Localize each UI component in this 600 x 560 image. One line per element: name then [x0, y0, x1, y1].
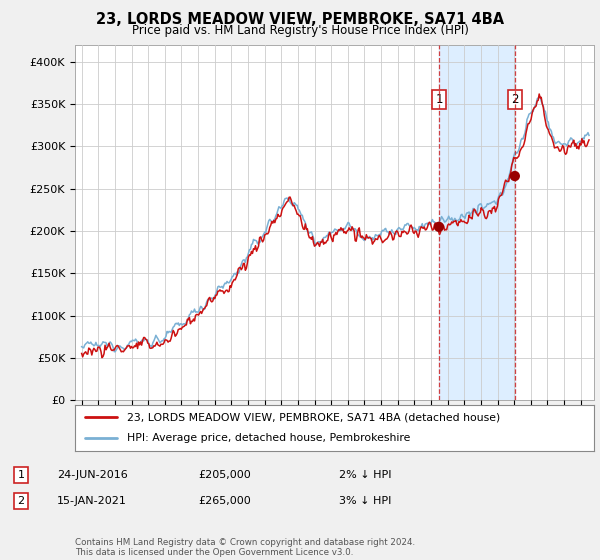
Text: 1: 1	[435, 94, 443, 106]
Text: Price paid vs. HM Land Registry's House Price Index (HPI): Price paid vs. HM Land Registry's House …	[131, 24, 469, 36]
Text: 23, LORDS MEADOW VIEW, PEMBROKE, SA71 4BA: 23, LORDS MEADOW VIEW, PEMBROKE, SA71 4B…	[96, 12, 504, 27]
Point	[510, 171, 520, 180]
Text: 24-JUN-2016: 24-JUN-2016	[57, 470, 128, 480]
Text: Contains HM Land Registry data © Crown copyright and database right 2024.
This d: Contains HM Land Registry data © Crown c…	[75, 538, 415, 557]
Text: HPI: Average price, detached house, Pembrokeshire: HPI: Average price, detached house, Pemb…	[127, 433, 410, 444]
Bar	[439, 45, 515, 400]
Text: £265,000: £265,000	[198, 496, 251, 506]
Text: 1: 1	[17, 470, 25, 480]
Point	[434, 222, 444, 231]
Text: 2% ↓ HPI: 2% ↓ HPI	[339, 470, 391, 480]
Text: 23, LORDS MEADOW VIEW, PEMBROKE, SA71 4BA (detached house): 23, LORDS MEADOW VIEW, PEMBROKE, SA71 4B…	[127, 412, 500, 422]
Text: 3% ↓ HPI: 3% ↓ HPI	[339, 496, 391, 506]
Text: 15-JAN-2021: 15-JAN-2021	[57, 496, 127, 506]
Text: 2: 2	[17, 496, 25, 506]
Text: 2: 2	[511, 94, 518, 106]
Text: £205,000: £205,000	[198, 470, 251, 480]
